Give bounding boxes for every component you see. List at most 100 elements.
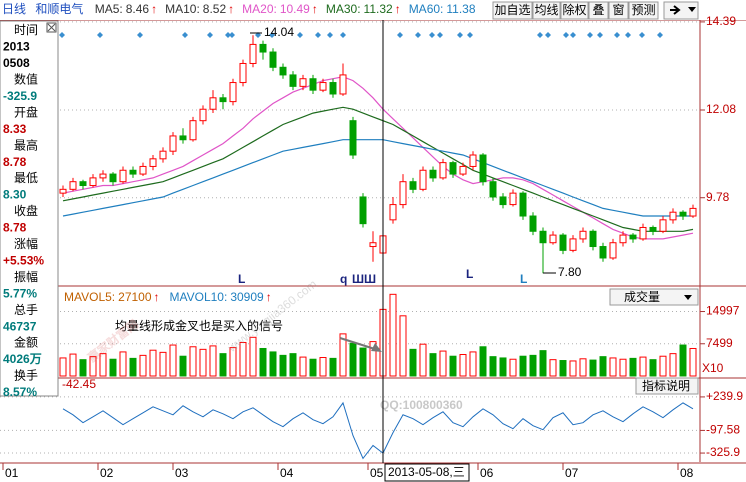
candle-body (639, 226, 647, 240)
y-tick-label: -97.58 (706, 423, 740, 437)
candle-body (219, 97, 227, 103)
volume-bar (499, 357, 507, 377)
event-marker[interactable] (225, 32, 231, 38)
candle-body (119, 169, 127, 183)
candle-body (549, 234, 557, 244)
event-marker[interactable] (229, 32, 235, 38)
info-label: 收盘 (14, 203, 38, 218)
toolbar-button[interactable] (608, 1, 629, 20)
legend-value: 8.52 (203, 2, 227, 16)
volume-bar (369, 341, 377, 377)
candle-body (459, 165, 467, 175)
toolbar-button[interactable] (492, 1, 533, 20)
event-marker[interactable] (340, 32, 346, 38)
unit-label: X10 (702, 361, 724, 375)
candle-body (339, 74, 347, 95)
volume-bar (679, 344, 687, 377)
indicator-button[interactable] (635, 377, 699, 395)
volume-bar (649, 359, 657, 377)
event-marker[interactable] (207, 32, 213, 38)
legend-value: 30909 (230, 290, 264, 304)
info-label: 开盘 (14, 104, 38, 119)
volume-bar (539, 350, 547, 377)
event-marker[interactable] (545, 32, 551, 38)
period: 日线 (2, 2, 26, 16)
info-label: 最低 (14, 171, 38, 185)
info-label: 金额 (14, 335, 38, 350)
candle-body (169, 135, 177, 152)
event-marker[interactable] (570, 32, 576, 38)
event-marker[interactable] (182, 32, 188, 38)
indicator-button[interactable] (609, 288, 699, 306)
event-marker[interactable] (97, 32, 103, 38)
candle-body (189, 120, 197, 141)
legend-arrow: ↑ (395, 2, 401, 16)
event-marker[interactable] (269, 32, 275, 38)
event-marker[interactable] (563, 32, 569, 38)
candle-body (419, 169, 427, 190)
event-marker[interactable] (429, 32, 435, 38)
x-tick-label: 03 (175, 466, 189, 480)
info-label: 最高 (14, 137, 38, 152)
event-marker[interactable] (657, 32, 663, 38)
info-value: 46737 (3, 319, 37, 333)
volume-bar (549, 359, 557, 377)
event-marker[interactable] (59, 32, 65, 38)
volume-bar (399, 315, 407, 377)
toolbar-button[interactable] (532, 1, 561, 20)
toolbar-button[interactable] (560, 1, 589, 20)
toolbar-button-label: 除权 (562, 2, 586, 17)
volume-bar (159, 351, 167, 377)
event-marker[interactable] (415, 32, 421, 38)
legend-value: 11.38 (446, 2, 475, 16)
low-label: 7.80 (558, 265, 582, 279)
event-marker[interactable] (327, 32, 333, 38)
info-label: 时间 (14, 23, 38, 37)
event-marker[interactable] (614, 32, 620, 38)
volume-bar (439, 350, 447, 377)
event-marker[interactable] (639, 32, 645, 38)
candle-body (679, 211, 687, 217)
nav-button[interactable] (663, 1, 699, 20)
candle-body (139, 165, 147, 175)
volume-bar (659, 355, 667, 377)
event-marker[interactable] (537, 32, 543, 38)
signal-mark: L (466, 267, 473, 281)
candle-body (129, 169, 137, 175)
signal-mark: L (520, 272, 527, 286)
event-marker[interactable] (587, 32, 593, 38)
y-tick-label: 9.78 (706, 190, 730, 204)
event-marker[interactable] (467, 32, 473, 38)
legend-arrow: ↑ (154, 290, 160, 304)
note-arrow-head (371, 343, 382, 352)
candle-body (609, 242, 617, 259)
candle-body (579, 230, 587, 240)
candle-body (159, 150, 167, 160)
ma-line (62, 76, 694, 240)
event-marker[interactable] (597, 32, 603, 38)
event-marker[interactable] (457, 32, 463, 38)
toolbar-button[interactable] (628, 1, 659, 20)
indicator-button-label: 成交量 (624, 289, 660, 304)
event-marker[interactable] (625, 32, 631, 38)
event-marker[interactable] (397, 32, 403, 38)
ma-line (62, 139, 693, 217)
candle-body (69, 181, 77, 190)
event-marker[interactable] (315, 32, 321, 38)
watermark: QQ:100800360 (380, 398, 463, 412)
volume-bar (389, 293, 397, 377)
candle-body (289, 74, 297, 87)
event-marker[interactable] (437, 32, 443, 38)
toolbar-button[interactable] (588, 1, 609, 20)
volume-bar (59, 357, 67, 377)
event-marker[interactable] (297, 32, 303, 38)
info-value: 2013 (3, 40, 30, 54)
candle-body (469, 154, 477, 167)
signal-mark: q (340, 272, 347, 286)
legend-value: 11.32 (364, 2, 393, 16)
stock-name: 和顺电气 (35, 1, 83, 16)
toolbar-button-label: 叠 (592, 3, 604, 17)
candle-body (599, 246, 607, 259)
candle-body (149, 158, 157, 167)
event-marker[interactable] (137, 32, 143, 38)
